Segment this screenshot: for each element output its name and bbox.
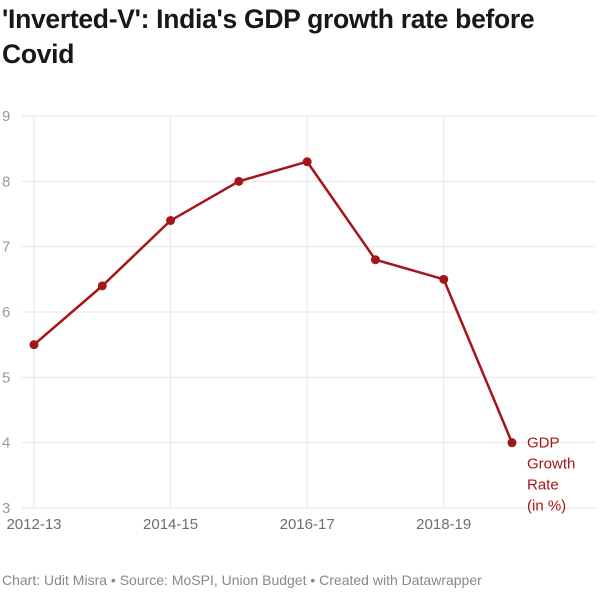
x-tick-label: 2018-19 — [416, 516, 471, 533]
data-point — [302, 157, 312, 167]
x-tick-label: 2016-17 — [280, 516, 335, 533]
data-point — [370, 255, 380, 265]
series-label-line: GDP — [527, 435, 560, 452]
y-tick-label: 5 — [2, 369, 10, 386]
series-gdp-growth — [29, 157, 517, 448]
y-axis-labels: 3 4 5 6 7 8 9 — [2, 108, 10, 517]
y-tick-label: 3 — [2, 500, 10, 517]
y-gridlines — [22, 115, 596, 509]
y-tick-label: 7 — [2, 239, 10, 256]
data-point — [507, 438, 517, 448]
data-point — [166, 216, 176, 226]
data-point — [29, 340, 39, 350]
y-tick-label: 6 — [2, 304, 10, 321]
y-tick-label: 8 — [2, 173, 10, 190]
series-label-line: (in %) — [527, 498, 566, 515]
x-tick-label: 2012-13 — [6, 516, 61, 533]
series-label: GDP Growth Rate (in %) — [527, 435, 575, 515]
data-point — [97, 281, 107, 291]
x-axis-labels: 2012-13 2014-15 2016-17 2018-19 — [6, 516, 471, 533]
series-label-group: GDP Growth Rate (in %) — [527, 435, 575, 515]
series-label-line: Rate — [527, 477, 559, 494]
x-gridlines — [33, 116, 445, 508]
data-point — [234, 176, 244, 186]
y-tick-label: 9 — [2, 108, 10, 125]
series-label-line: Growth — [527, 456, 575, 473]
data-point — [439, 274, 449, 284]
chart-footer-credits: Chart: Udit Misra • Source: MoSPI, Union… — [2, 572, 482, 588]
y-tick-label: 4 — [2, 435, 10, 452]
x-tick-label: 2014-15 — [143, 516, 198, 533]
series-line — [33, 160, 514, 444]
chart-title: 'Inverted-V': India's GDP growth rate be… — [2, 4, 535, 69]
